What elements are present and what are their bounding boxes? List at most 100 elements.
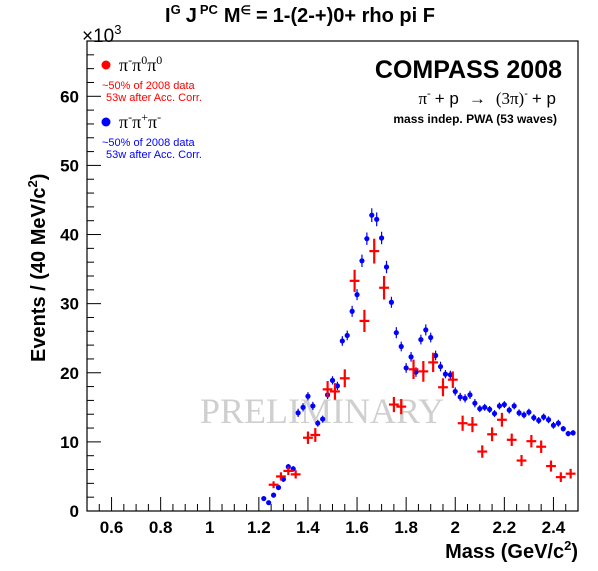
blue-data-point	[275, 484, 282, 491]
blue-data-point	[433, 352, 439, 359]
blue-data-point	[570, 430, 576, 436]
y-axis-ticks: 0 10 20 30 40 50 60	[60, 40, 101, 521]
blue-data-point	[403, 365, 409, 371]
y-axis-multiplier: ×103	[82, 22, 121, 47]
blue-data-point	[379, 235, 385, 241]
blue-data-point	[550, 422, 557, 428]
blue-data-point	[501, 401, 507, 408]
blue-data-point	[354, 292, 360, 298]
blue-data-point	[349, 308, 355, 314]
blue-data-point	[482, 404, 488, 410]
x-tick-label: 2.2	[493, 518, 517, 537]
chart-title: IG J PC M∈ = 1-(2-+)0+ rho pi F	[165, 2, 435, 27]
blue-data-point	[344, 332, 350, 339]
legend-entry-blue: π-π+π- ~50% of 2008 data 53w after Acc. …	[101, 110, 202, 161]
blue-data-point	[447, 372, 453, 378]
svg-text:Events / (40 MeV/c2): Events / (40 MeV/c2)	[25, 174, 50, 362]
blue-data-point	[545, 417, 552, 423]
x-tick-label: 1.4	[296, 518, 320, 537]
blue-data-point	[477, 406, 483, 412]
legend-entry-red: π-π0π0 ~50% of 2008 data 53w after Acc. …	[101, 53, 202, 104]
blue-data-point	[487, 406, 493, 412]
blue-data-point	[315, 420, 321, 426]
legend-marker-red	[101, 60, 111, 70]
blue-data-point	[266, 500, 272, 506]
x-tick-label: 0.8	[149, 518, 173, 537]
blue-data-point	[555, 420, 561, 426]
blue-data-point	[295, 410, 301, 416]
legend-note-red-1: ~50% of 2008 data	[102, 80, 196, 92]
blue-data-point	[457, 394, 463, 400]
blue-data-point	[442, 371, 449, 377]
y-axis-label: Events / (40 MeV/c2)	[25, 174, 50, 362]
blue-data-point	[565, 430, 571, 437]
x-tick-label: 2	[451, 518, 460, 537]
blue-data-point	[560, 426, 566, 432]
watermark: PRELIMINARY	[200, 391, 444, 431]
blue-data-point	[472, 400, 478, 406]
blue-data-point	[261, 495, 267, 502]
y-tick-label: 30	[60, 295, 79, 314]
legend: π-π0π0 ~50% of 2008 data 53w after Acc. …	[101, 53, 202, 161]
x-tick-label: 1.2	[247, 518, 271, 537]
blue-data-point	[467, 392, 473, 398]
legend-note-red-2: 53w after Acc. Corr.	[106, 92, 202, 104]
legend-label-blue: π-π+π-	[119, 110, 161, 132]
blue-data-point	[364, 236, 370, 242]
x-axis-ticks: 0.6 0.8 1 1.2 1.4 1.6 1.8 2 2.2 2.4	[86, 497, 579, 537]
blue-data-point	[541, 414, 547, 420]
x-tick-label: 1.8	[394, 518, 418, 537]
blue-data-point	[270, 492, 277, 498]
series-pi-minus-pi-plus-pi-minus	[261, 208, 576, 506]
y-tick-label: 20	[60, 364, 79, 383]
blue-data-point	[423, 327, 429, 333]
blue-data-point	[383, 264, 390, 270]
blue-data-point	[393, 330, 399, 336]
experiment-annotation: COMPASS 2008 π- + p → (3π)- + p mass indep. …	[375, 56, 562, 126]
x-tick-label: 1	[205, 518, 214, 537]
blue-data-point	[526, 409, 532, 415]
blue-data-point	[506, 407, 512, 413]
y-tick-label: 0	[70, 502, 79, 521]
blue-data-point	[280, 476, 286, 482]
blue-data-point	[452, 388, 458, 395]
blue-data-point	[491, 410, 498, 417]
blue-data-point	[359, 258, 365, 264]
blue-data-point	[511, 403, 517, 409]
blue-data-point	[369, 212, 375, 218]
y-tick-label: 40	[60, 226, 79, 245]
blue-data-point	[305, 393, 311, 399]
y-tick-label: 10	[60, 433, 79, 452]
blue-data-point	[329, 377, 336, 383]
blue-data-point	[496, 403, 503, 409]
y-tick-label: 60	[60, 87, 79, 106]
legend-label-red: π-π0π0	[119, 53, 162, 75]
blue-data-point	[418, 336, 424, 343]
analysis-note: mass indep. PWA (53 waves)	[393, 112, 557, 126]
blue-data-point	[428, 334, 434, 341]
legend-marker-blue	[101, 117, 111, 127]
blue-data-point	[462, 395, 468, 401]
blue-data-point	[408, 354, 414, 360]
blue-data-point	[516, 410, 522, 416]
svg-text:Mass (GeV/c2): Mass (GeV/c2)	[445, 538, 578, 563]
experiment-name: COMPASS 2008	[375, 56, 562, 84]
blue-data-point	[531, 415, 537, 421]
blue-data-point	[374, 216, 380, 222]
blue-data-point	[320, 416, 326, 422]
blue-data-point	[339, 338, 345, 344]
legend-note-blue-2: 53w after Acc. Corr.	[106, 149, 202, 161]
legend-note-blue-1: ~50% of 2008 data	[102, 137, 196, 149]
blue-data-point	[521, 412, 527, 418]
series-pi-minus-pi0-pi0	[268, 238, 576, 489]
blue-data-point	[388, 299, 395, 305]
x-tick-label: 1.6	[345, 518, 369, 537]
x-axis-label: Mass (GeV/c2)	[445, 538, 578, 563]
blue-data-point	[413, 369, 419, 375]
x-tick-label: 0.6	[100, 518, 124, 537]
x-tick-label: 2.4	[542, 518, 566, 537]
svg-text:×103: ×103	[82, 22, 121, 47]
blue-data-point	[398, 343, 404, 350]
